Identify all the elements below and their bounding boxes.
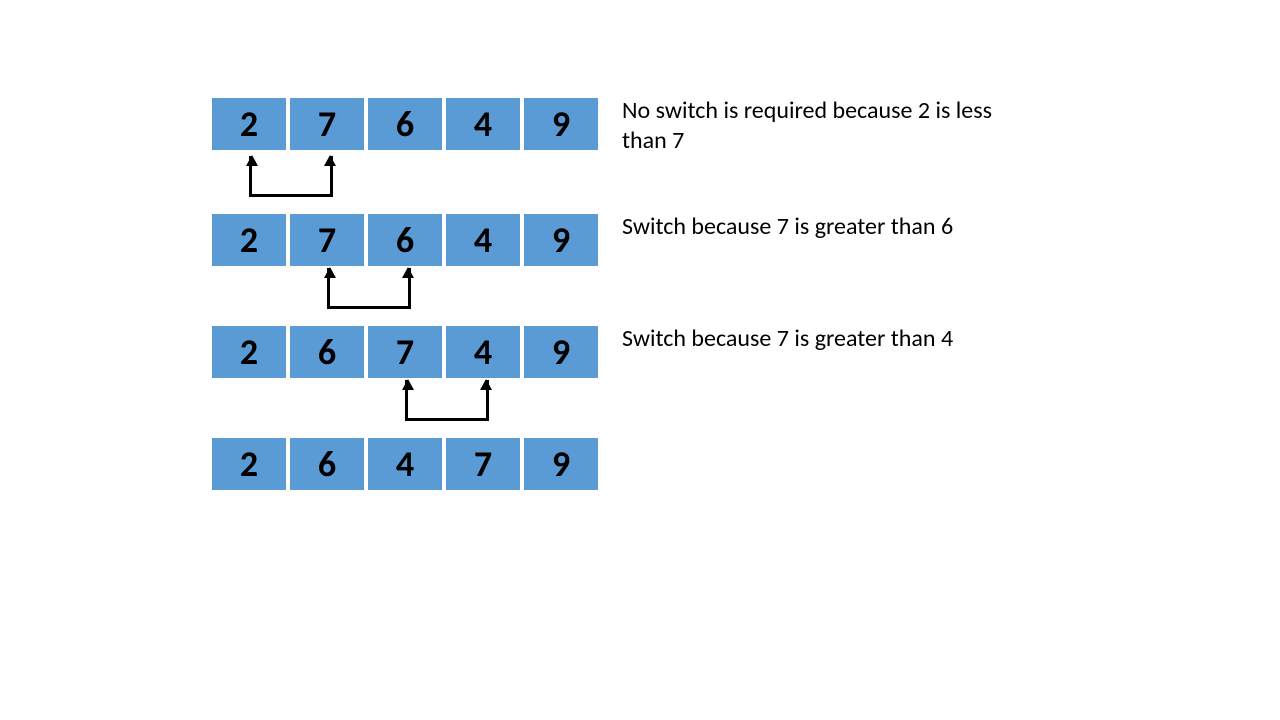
step-1: 27649 Switch because 7 is greater than 6 — [210, 212, 1022, 268]
array-row: 27649 — [210, 212, 600, 268]
array-cell: 6 — [288, 436, 366, 492]
array-cell: 7 — [366, 324, 444, 380]
array-cell: 4 — [366, 436, 444, 492]
step-0: 27649 No switch is required because 2 is … — [210, 96, 1022, 156]
array-cell: 9 — [522, 212, 600, 268]
swap-bracket — [327, 268, 411, 309]
step-annotation: Switch because 7 is greater than 4 — [622, 324, 953, 354]
array-cell: 2 — [210, 436, 288, 492]
array-cell: 9 — [522, 436, 600, 492]
bubble-sort-diagram: 27649No switch is required because 2 is … — [210, 96, 1022, 510]
array-cell: 7 — [444, 436, 522, 492]
array-cell: 2 — [210, 212, 288, 268]
array-cell: 7 — [288, 96, 366, 152]
array-row: 26479 — [210, 436, 600, 492]
array-row: 26749 — [210, 324, 600, 380]
swap-bracket — [249, 156, 333, 197]
bracket-slot — [210, 492, 1022, 510]
arrowhead-icon — [324, 155, 336, 166]
bracket-slot — [210, 380, 1022, 436]
arrowhead-icon — [402, 267, 414, 278]
array-cell: 9 — [522, 96, 600, 152]
swap-bracket — [405, 380, 489, 421]
array-cell: 6 — [288, 324, 366, 380]
array-cell: 4 — [444, 96, 522, 152]
arrowhead-icon — [480, 379, 492, 390]
step-annotation: No switch is required because 2 is less … — [622, 96, 1022, 156]
arrowhead-icon — [324, 267, 336, 278]
array-cell: 4 — [444, 212, 522, 268]
arrowhead-icon — [246, 155, 258, 166]
array-cell: 6 — [366, 212, 444, 268]
step-annotation: Switch because 7 is greater than 6 — [622, 212, 953, 242]
bracket-slot — [210, 268, 1022, 324]
array-cell: 7 — [288, 212, 366, 268]
array-cell: 9 — [522, 324, 600, 380]
arrowhead-icon — [402, 379, 414, 390]
bracket-slot — [210, 156, 1022, 212]
step-2: 26749 Switch because 7 is greater than 4 — [210, 324, 1022, 380]
array-row: 27649 — [210, 96, 600, 152]
array-cell: 2 — [210, 96, 288, 152]
array-cell: 6 — [366, 96, 444, 152]
step-3: 26479 — [210, 436, 1022, 492]
array-cell: 4 — [444, 324, 522, 380]
array-cell: 2 — [210, 324, 288, 380]
